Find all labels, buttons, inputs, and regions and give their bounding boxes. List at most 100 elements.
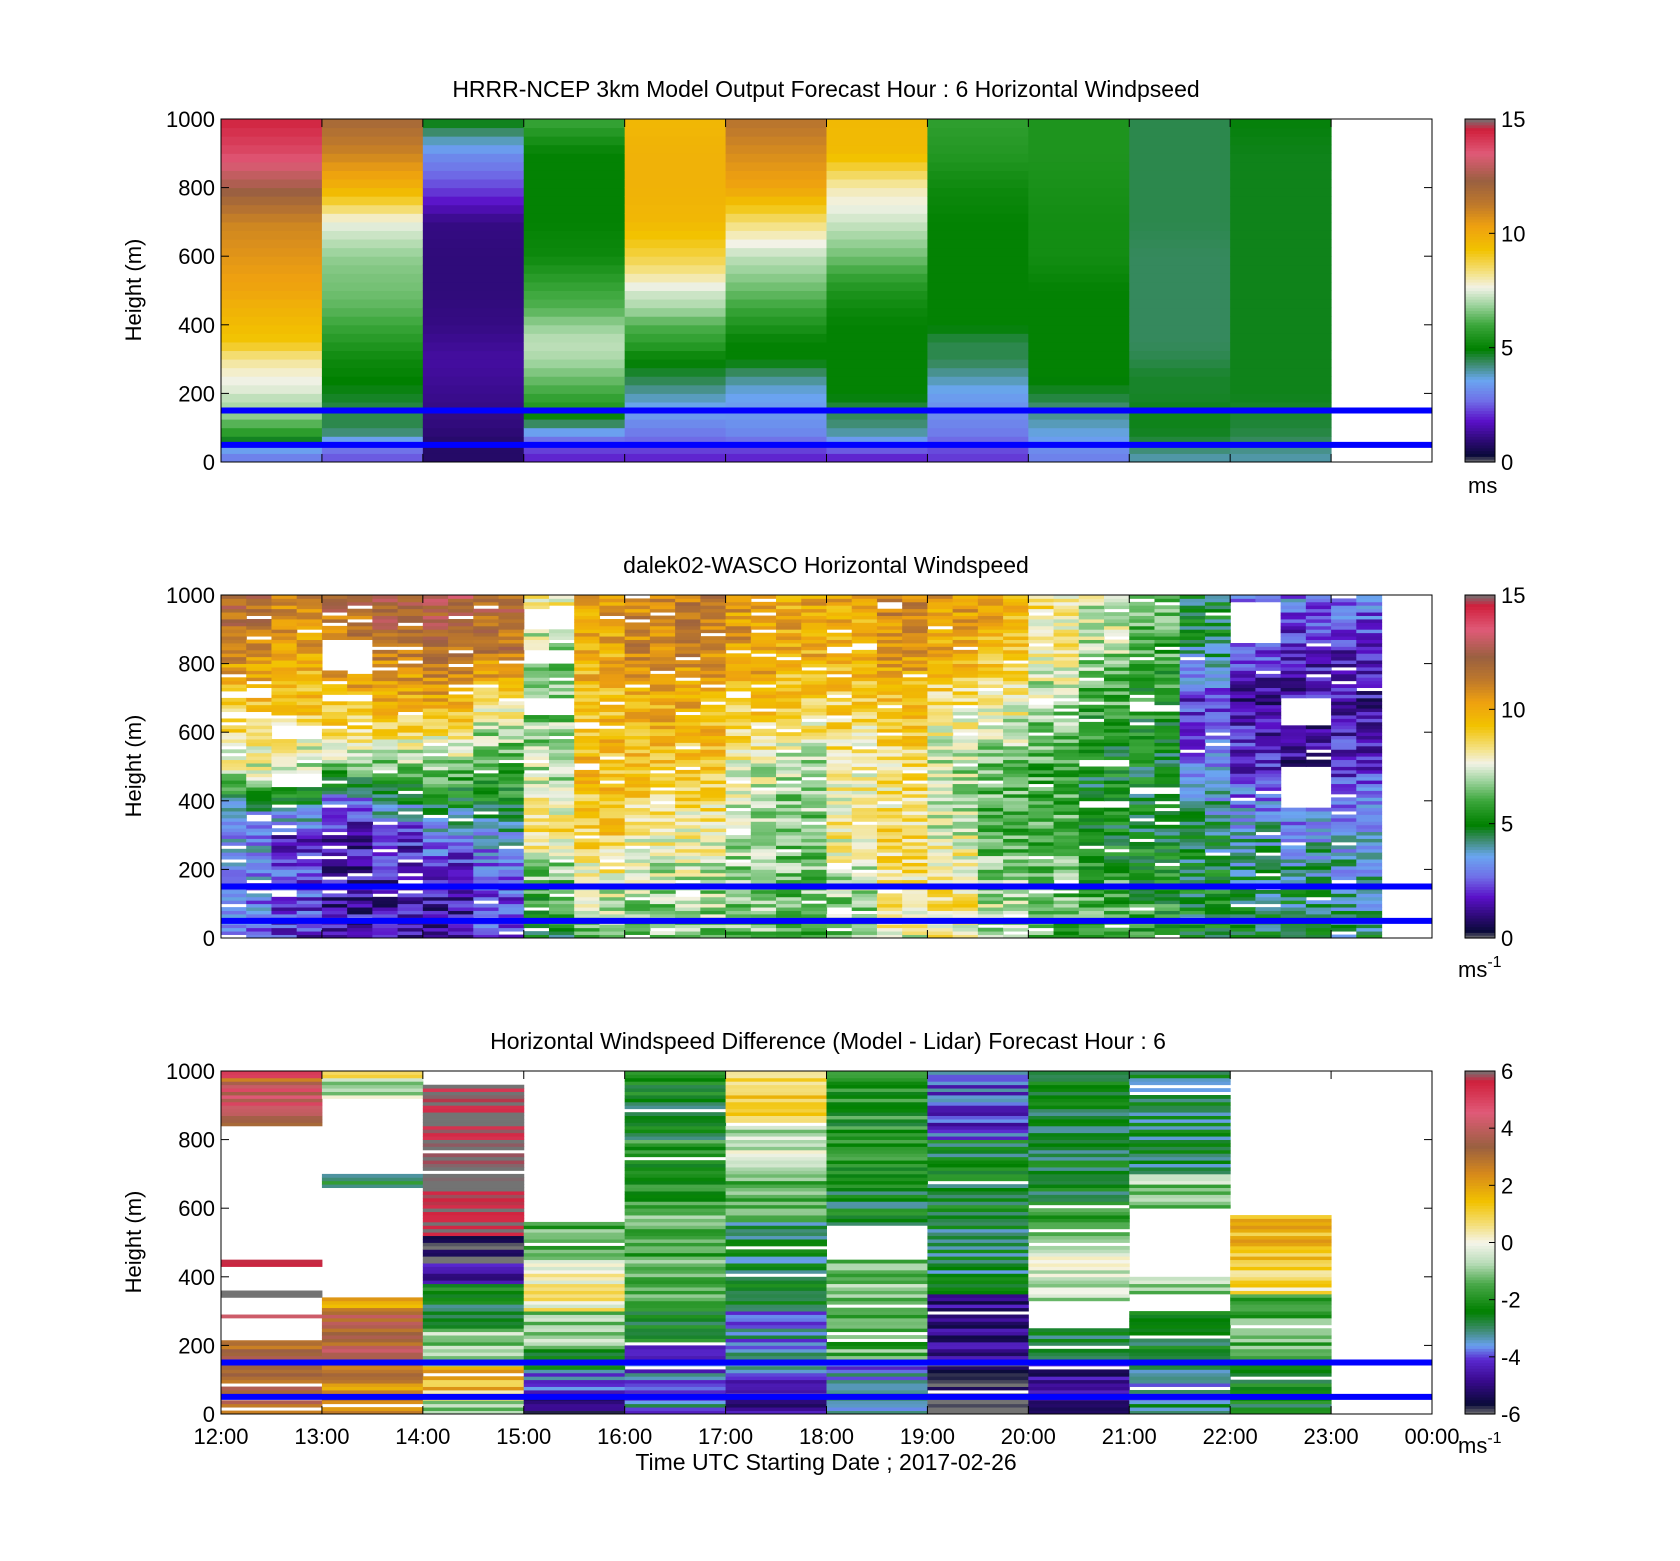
model-cell [523,170,626,180]
lidar-cell [700,817,727,822]
lidar-cell [851,876,878,881]
lidar-cell [548,793,575,798]
lidar-cell [574,776,601,781]
colorbar-segment [1465,637,1495,642]
lidar-cell [1331,783,1357,788]
lidar-cell [700,759,727,764]
lidar-cell [851,615,878,620]
lidar-cell [372,804,399,809]
colorbar-segment [1465,419,1495,423]
lidar-cell [246,643,273,647]
lidar-cell [1204,841,1231,846]
lidar-cell [422,749,449,754]
lidar-cell [876,927,903,932]
panel-lidar: dalek02-WASCO Horizontal Windspeed 02004… [121,552,1525,982]
model-cell [624,333,727,343]
lidar-cell [271,931,298,935]
lidar-cell [977,855,1004,860]
model-cell [1230,256,1332,266]
lidar-cell [700,739,727,743]
lidar-cell [1204,629,1231,634]
lidar-cell [296,893,323,898]
lidar-cell [347,790,373,795]
lidar-cell [876,855,903,860]
lidar-cell [221,670,247,675]
lidar-cell [574,824,601,829]
lidar-cell [1356,612,1383,616]
lidar-cell [397,632,424,637]
lidar-cell [296,749,323,754]
lidar-cell [498,910,525,915]
lidar-cell [977,838,1004,843]
lidar-cell [1204,763,1231,767]
lidar-cell [548,694,575,699]
model-cell [321,316,424,326]
colorbar-segment [1465,450,1495,455]
lidar-cell [725,841,752,846]
lidar-cell [876,595,903,599]
lidar-cell [1154,625,1181,630]
lidar-cell [1129,924,1156,929]
lidar-cell [826,855,853,860]
lidar-cell [750,625,777,630]
lidar-cell [675,605,701,610]
colorbar-tick-label: 5 [1501,336,1513,361]
model-cell [624,256,727,266]
lidar-cell [1104,756,1130,761]
lidar-cell [574,804,601,809]
lidar-cell [246,745,273,750]
lidar-cell [1204,931,1231,935]
model-cell [221,333,323,343]
lidar-cell [1356,752,1383,757]
lidar-cell [1230,924,1256,929]
lidar-cell [927,804,954,809]
lidar-cell [321,848,348,853]
lidar-cell [1129,725,1156,730]
lidar-cell [851,718,878,723]
lidar-cell [397,862,424,867]
lidar-cell [548,821,575,826]
lidar-cell [1078,749,1105,754]
lidar-cell [574,831,601,836]
lidar-cell [221,598,247,603]
lidar-cell [1230,910,1256,915]
lidar-cell [599,896,626,901]
model-cell [221,299,323,309]
lidar-cell [1356,769,1383,774]
lidar-cell [246,862,273,867]
lidar-cell [952,903,979,908]
lidar-cell [246,773,273,778]
lidar-cell [1053,728,1080,733]
lidar-cell [1230,783,1256,788]
lidar-cell [347,711,373,716]
lidar-cell [649,704,676,709]
lidar-cell [397,824,424,829]
model-cell [826,204,928,214]
lidar-cell [902,903,929,908]
model-cell [624,367,727,377]
lidar-cell [675,622,701,627]
lidar-cell [1179,814,1206,819]
model-cell [221,376,323,386]
lidar-cell [397,876,424,881]
lidar-cell [624,667,651,671]
lidar-cell [523,677,550,682]
lidar-cell [776,769,802,774]
lidar-cell [372,763,399,767]
lidar-cell [1230,725,1256,730]
lidar-cell [725,653,752,658]
lidar-cell [1356,721,1383,726]
lidar-cell [1305,835,1332,839]
colorbar-segment [1465,136,1495,140]
lidar-cell [397,595,424,599]
model-cell [1129,410,1231,420]
lidar-cell [700,605,727,610]
lidar-cell [347,780,373,785]
lidar-cell [397,787,424,791]
lidar-cell [246,660,273,664]
lidar-cell [296,869,323,874]
lidar-cell [1356,701,1383,706]
lidar-cell [1204,735,1231,740]
lidar-cell [473,824,500,829]
model-cell [1028,384,1130,394]
